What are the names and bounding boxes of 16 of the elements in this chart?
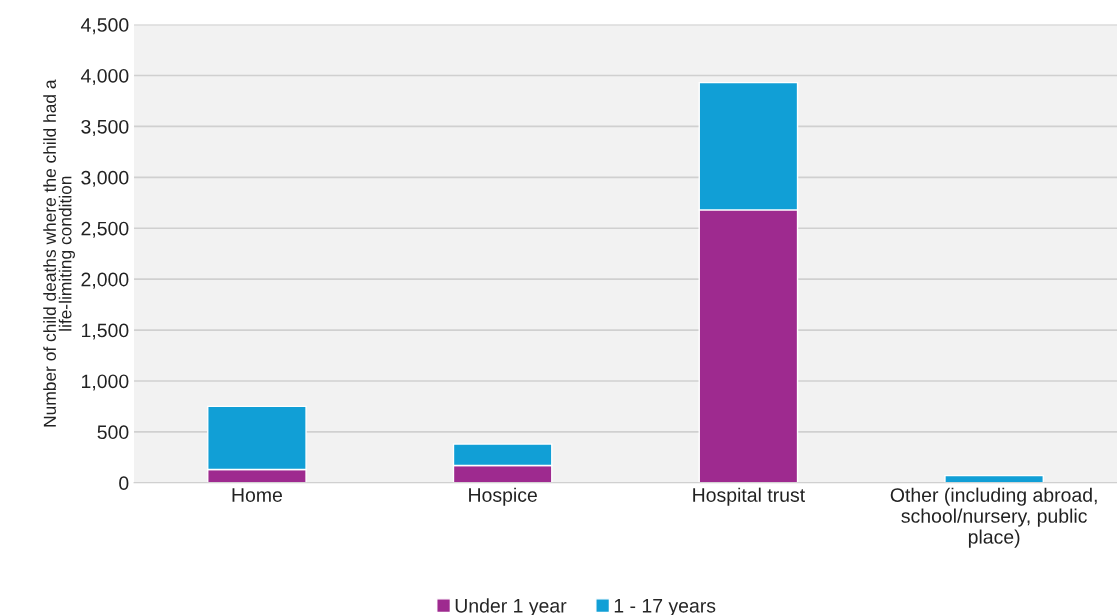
bar bbox=[944, 474, 1044, 483]
y-tick-label: 4,500 bbox=[80, 18, 129, 35]
y-tick-label: 3,500 bbox=[81, 119, 129, 136]
y-tick-label: 4,000 bbox=[80, 68, 129, 86]
y-tick-label: 2,000 bbox=[81, 272, 129, 289]
x-tick-label: Hospital trust bbox=[693, 487, 805, 506]
y-axis-title: Number of child deaths where the child had a life-limiting condition bbox=[43, 79, 75, 427]
x-tick-label: Home bbox=[232, 488, 282, 502]
y-tick-label: 1,000 bbox=[82, 374, 129, 391]
y-tick-label: 2,500 bbox=[81, 221, 129, 238]
x-tick-label: Hospice bbox=[469, 487, 537, 506]
y-tick-label: 500 bbox=[97, 425, 129, 440]
x-tick-label: Other (including abroad, school/nursery, public place) bbox=[890, 487, 1097, 548]
y-tick-label: 1,500 bbox=[82, 323, 129, 340]
y-tick-label: 0 bbox=[119, 476, 129, 491]
y-tick-label: 3,000 bbox=[81, 170, 129, 187]
